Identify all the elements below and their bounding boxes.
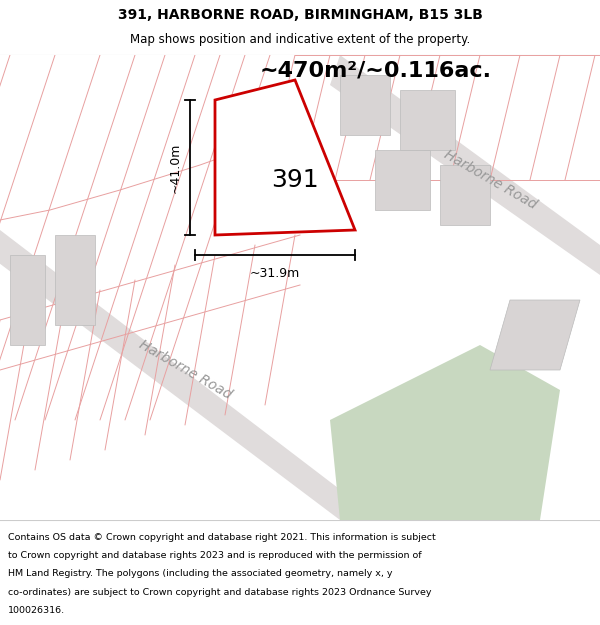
Polygon shape [490, 300, 580, 370]
Text: Harborne Road: Harborne Road [441, 148, 539, 213]
Polygon shape [215, 80, 355, 235]
Text: ~470m²/~0.116ac.: ~470m²/~0.116ac. [260, 60, 492, 80]
Polygon shape [330, 345, 560, 520]
Polygon shape [340, 75, 390, 135]
Polygon shape [0, 230, 380, 520]
Polygon shape [330, 55, 600, 275]
Polygon shape [375, 150, 430, 210]
Text: ~41.0m: ~41.0m [169, 142, 182, 192]
Text: 100026316.: 100026316. [8, 606, 65, 615]
Text: Harborne Road: Harborne Road [136, 338, 234, 402]
Text: 391: 391 [271, 168, 319, 192]
Text: HM Land Registry. The polygons (including the associated geometry, namely x, y: HM Land Registry. The polygons (includin… [8, 569, 392, 578]
Text: to Crown copyright and database rights 2023 and is reproduced with the permissio: to Crown copyright and database rights 2… [8, 551, 422, 560]
Text: Contains OS data © Crown copyright and database right 2021. This information is : Contains OS data © Crown copyright and d… [8, 532, 436, 542]
Polygon shape [400, 90, 455, 150]
Text: Map shows position and indicative extent of the property.: Map shows position and indicative extent… [130, 33, 470, 46]
Text: ~31.9m: ~31.9m [250, 267, 300, 280]
Polygon shape [10, 255, 45, 345]
Polygon shape [55, 235, 95, 325]
Polygon shape [440, 165, 490, 225]
Text: co-ordinates) are subject to Crown copyright and database rights 2023 Ordnance S: co-ordinates) are subject to Crown copyr… [8, 588, 431, 597]
Text: 391, HARBORNE ROAD, BIRMINGHAM, B15 3LB: 391, HARBORNE ROAD, BIRMINGHAM, B15 3LB [118, 8, 482, 22]
